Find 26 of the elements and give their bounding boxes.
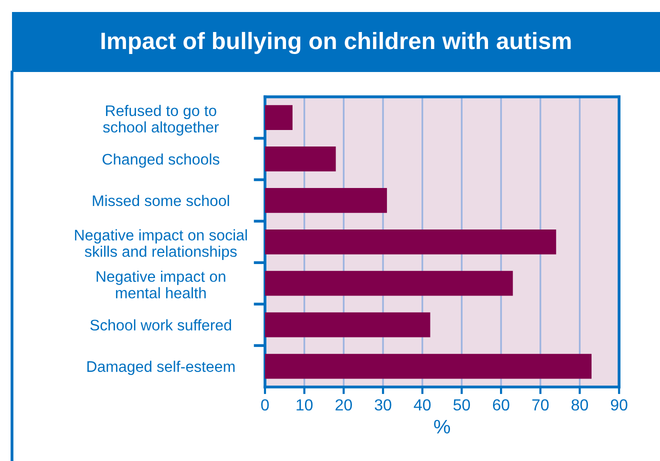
x-tick-label: 70	[532, 399, 549, 411]
x-tick-label: 10	[296, 399, 313, 411]
y-tick-label: Refused to go to school altogether	[103, 104, 219, 136]
x-tick-label: 60	[492, 399, 510, 411]
x-tick-label: 30	[374, 399, 392, 411]
x-tick-label: 40	[414, 399, 431, 411]
y-tick-label: Negative impact on social skills and relationships	[75, 229, 247, 260]
bar	[264, 188, 387, 213]
y-tick-label: Negative impact on mental health	[96, 270, 226, 298]
chart-title: Impact of bullying on children with autism	[101, 32, 571, 54]
bar	[264, 146, 336, 172]
bar	[264, 105, 293, 130]
bar	[264, 229, 556, 254]
x-axis-title: %	[434, 420, 450, 434]
bar	[264, 354, 592, 379]
y-tick-label: Changed schools	[102, 153, 220, 168]
x-tick-label: 20	[336, 399, 352, 411]
x-tick-label: 80	[572, 399, 588, 411]
x-tick-label: 90	[610, 399, 628, 411]
x-tick-label: 0	[261, 399, 269, 411]
x-tick-label: 50	[453, 399, 470, 411]
y-tick-label: Missed some school	[92, 194, 230, 206]
y-tick-label: Damaged self-esteem	[87, 360, 235, 375]
bar	[264, 312, 430, 338]
bar	[264, 270, 513, 296]
y-tick-label: School work suffered	[90, 319, 232, 331]
